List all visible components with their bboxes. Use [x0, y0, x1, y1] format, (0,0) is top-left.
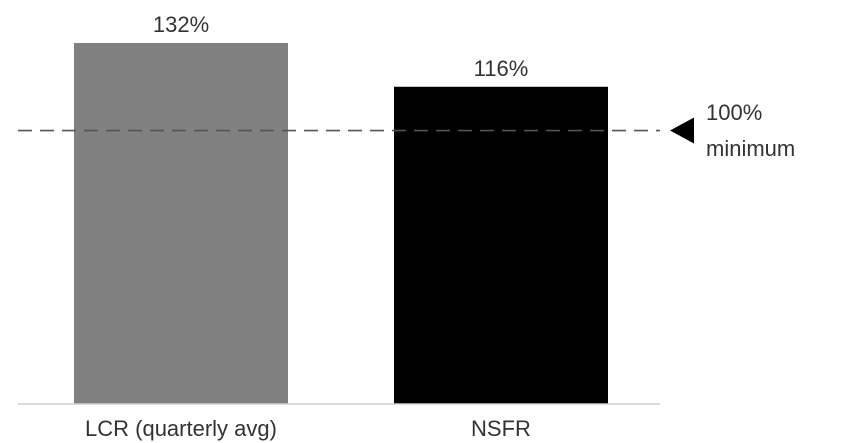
bars-group — [74, 43, 608, 405]
bar-lcr — [74, 43, 288, 404]
data-labels-group: 132% 116% — [153, 12, 528, 81]
reference-arrow-icon — [670, 117, 694, 144]
x-tick-labels-group: LCR (quarterly avg) NSFR — [85, 416, 531, 441]
reference-line-text-label: minimum — [706, 136, 795, 161]
data-label-lcr: 132% — [153, 12, 209, 37]
reference-line-value-label: 100% — [706, 100, 762, 125]
x-tick-label-nsfr: NSFR — [471, 416, 531, 441]
data-label-nsfr: 116% — [474, 56, 529, 81]
bar-nsfr — [394, 86, 608, 405]
x-tick-label-lcr: LCR (quarterly avg) — [85, 416, 277, 441]
